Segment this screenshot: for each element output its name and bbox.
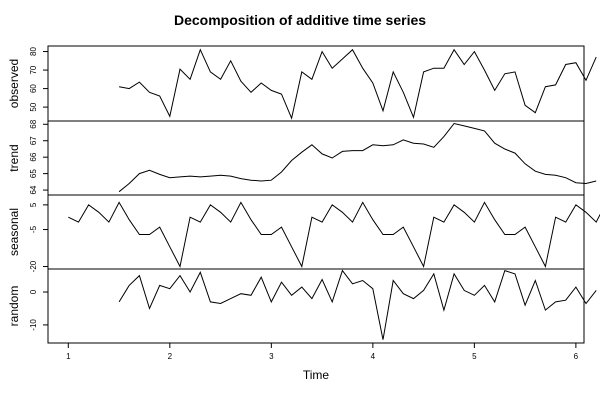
seasonal-y-tick-label: 5 — [29, 202, 38, 207]
random-y-tick-label: -10 — [29, 319, 38, 331]
trend-axis-label: trend — [7, 144, 21, 171]
panel-seasonal: -20 -5 5 seasonal — [7, 194, 600, 272]
seasonal-series-line — [68, 201, 600, 268]
observed-series-line — [119, 48, 597, 120]
panel-observed: 50 60 70 80 observed — [7, 45, 597, 122]
trend-y-tick-label: 68 — [29, 119, 38, 128]
observed-y-tick-label: 60 — [29, 84, 38, 93]
x-axis-label: Time — [303, 368, 330, 382]
observed-y-tick-label: 50 — [29, 102, 38, 111]
x-tick-label: 4 — [371, 352, 376, 361]
observed-axis-label: observed — [7, 59, 21, 108]
x-axis: 1 2 3 4 5 6 — [66, 343, 579, 361]
x-tick-label: 5 — [472, 352, 477, 361]
random-frame — [47, 268, 585, 344]
x-tick-label: 6 — [574, 352, 579, 361]
trend-y-tick-label: 66 — [29, 152, 38, 161]
x-tick-label: 2 — [168, 352, 173, 361]
x-tick-label: 3 — [269, 352, 274, 361]
random-axis-label: random — [7, 286, 21, 327]
x-tick-label: 1 — [66, 352, 71, 361]
seasonal-y-tick-label: -5 — [29, 225, 38, 233]
panel-trend: 64 65 66 67 68 trend — [7, 119, 597, 196]
trend-series-line — [118, 122, 597, 193]
random-y-tick-label: 0 — [29, 289, 38, 294]
panels-group: 50 60 70 80 observed 64 65 66 67 68 trend -20 -5 5 sea… — [7, 45, 600, 344]
observed-y-tick-label: 80 — [29, 47, 38, 56]
trend-y-tick-label: 65 — [29, 169, 38, 178]
random-series-line — [118, 269, 597, 340]
trend-y-tick-label: 64 — [29, 185, 38, 194]
seasonal-axis-label: seasonal — [7, 208, 21, 256]
chart-title: Decomposition of additive time series — [174, 12, 426, 28]
observed-y-tick-label: 70 — [29, 65, 38, 74]
seasonal-y-tick-label: -20 — [29, 260, 38, 272]
trend-y-tick-label: 67 — [29, 136, 38, 145]
observed-frame — [47, 45, 585, 122]
panel-random: -10 0 random — [7, 268, 597, 344]
